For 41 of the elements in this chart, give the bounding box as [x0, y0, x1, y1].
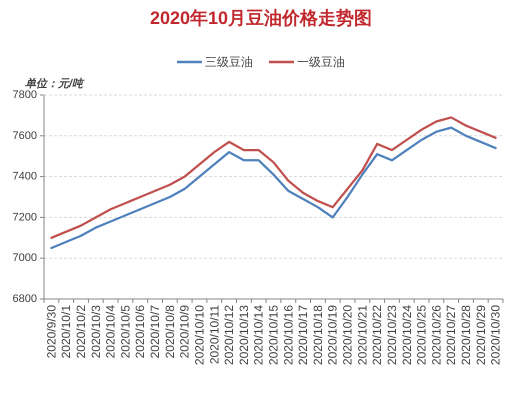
x-tick-label: 2020/10/26: [429, 305, 444, 366]
y-tick-label: 7000: [12, 252, 37, 264]
y-tick-label: 7800: [12, 89, 37, 101]
x-tick-label: 2020/10/22: [370, 305, 384, 366]
x-tick-label: 2020/10/13: [236, 305, 251, 366]
y-tick-label: 7600: [12, 130, 37, 142]
x-tick-label: 2020/10/27: [444, 305, 458, 366]
x-tick-label: 2020/10/14: [252, 305, 266, 366]
x-tick-label: 2020/10/25: [414, 305, 429, 366]
x-tick-label: 2020/10/18: [310, 305, 325, 366]
x-tick-label: 2020/10/2: [74, 305, 88, 358]
x-tick-label: 2020/10/24: [400, 305, 414, 366]
title: 2020年10月豆油价格走势图: [150, 8, 372, 28]
x-tick-label: 2020/10/17: [296, 305, 310, 366]
x-tick-label: 2020/10/3: [88, 305, 103, 358]
x-tick-label: 2020/10/4: [104, 305, 118, 358]
y-tick-label: 7400: [12, 170, 37, 183]
x-tick-label: 2020/10/28: [458, 305, 473, 366]
x-tick-label: 2020/10/9: [178, 305, 192, 358]
y-tick-label: 6800: [12, 293, 37, 305]
x-tick-label: 2020/10/21: [355, 305, 370, 366]
x-tick-label: 2020/10/6: [133, 305, 148, 358]
x-tick-label: 2020/10/5: [118, 305, 132, 358]
x-tick-label: 2020/10/11: [207, 305, 222, 364]
x-tick-label: 2020/10/23: [384, 305, 399, 366]
x-tick-label: 2020/10/1: [59, 305, 74, 358]
x-tick-label: 2020/10/30: [488, 305, 503, 366]
y-tick-label: 7200: [12, 211, 37, 224]
x-tick-label: 2020/10/7: [148, 305, 162, 358]
x-tick-label: 2020/10/8: [162, 305, 177, 358]
x-tick-label: 2020/10/12: [222, 305, 236, 366]
y-axis-title: 单位：元/吨: [25, 78, 84, 90]
x-tick-label: 2020/10/10: [192, 305, 206, 366]
x-tick-label: 2020/10/19: [326, 305, 340, 366]
x-tick-label: 2020/10/29: [474, 305, 488, 366]
legend-label: 三级豆油: [205, 55, 253, 69]
x-tick-label: 2020/9/30: [44, 305, 58, 358]
x-tick-label: 2020/10/20: [340, 305, 355, 366]
x-tick-label: 2020/10/16: [281, 305, 296, 366]
x-tick-label: 2020/10/15: [266, 305, 280, 366]
legend-label: 一级豆油: [297, 55, 345, 69]
